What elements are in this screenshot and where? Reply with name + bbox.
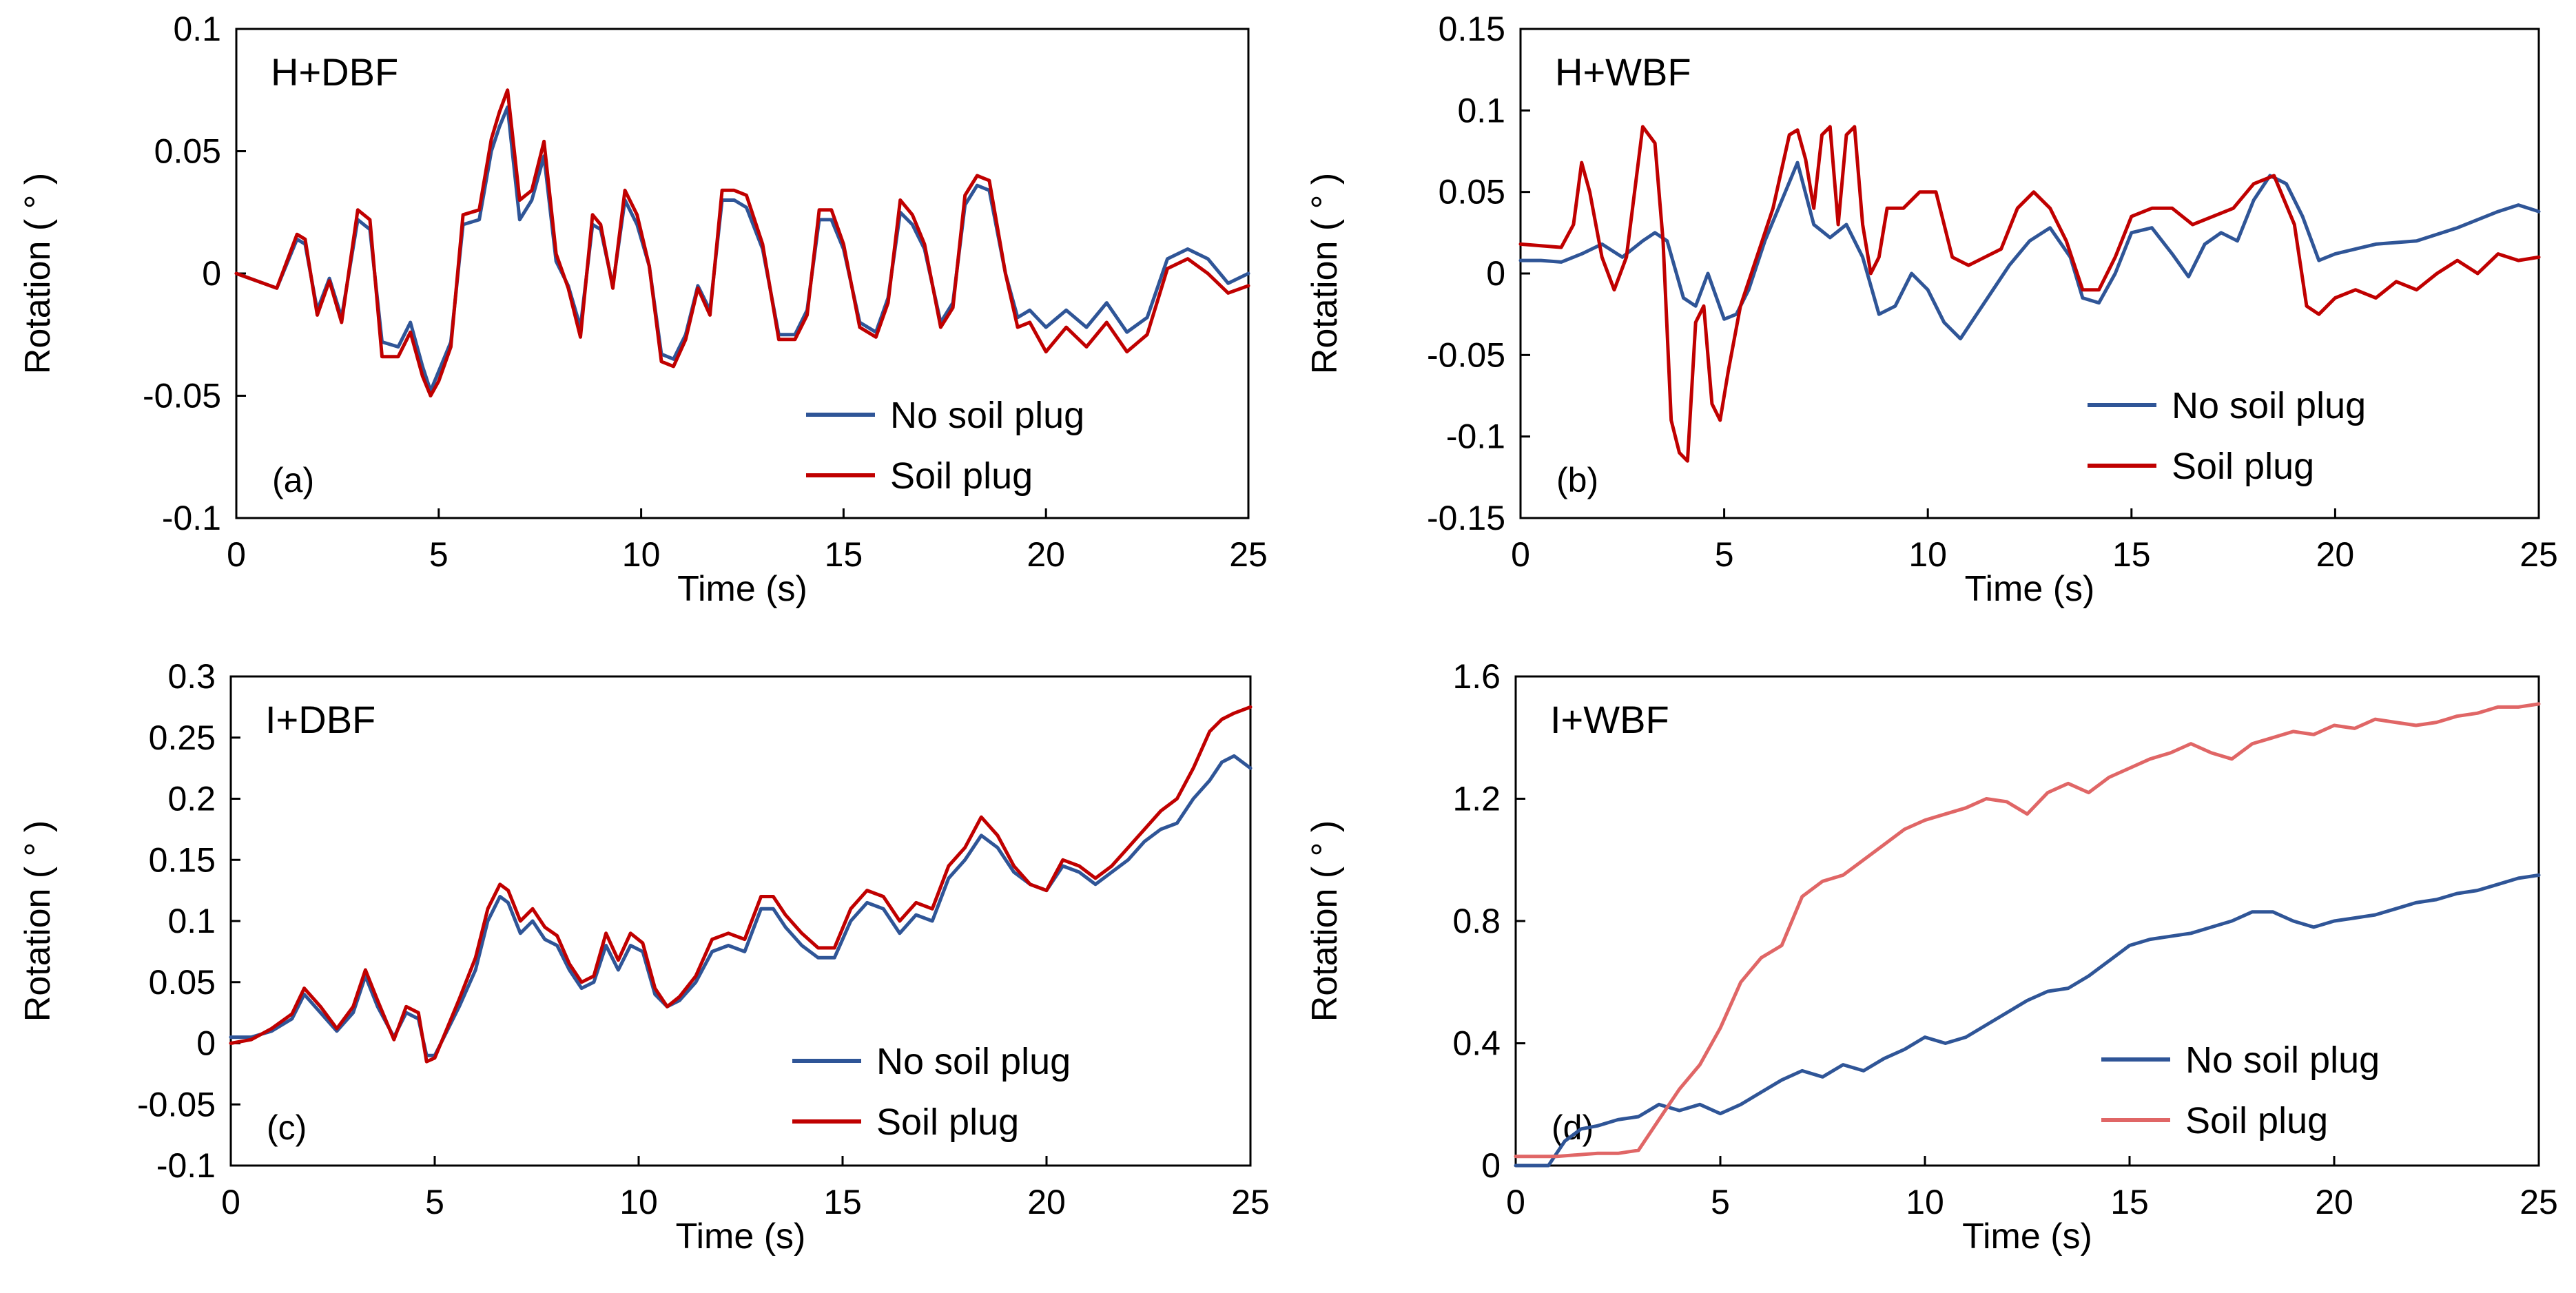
legend-label: No soil plug xyxy=(890,395,1084,436)
x-tick-label: 15 xyxy=(825,535,863,574)
y-tick-label: 0.4 xyxy=(1452,1024,1501,1063)
legend-label: No soil plug xyxy=(2172,385,2366,426)
y-tick-label: -0.1 xyxy=(162,499,221,537)
chart-panel-b: 0 5 10 15 20 25 -0.15 -0.1 -0.05 0 0.05 0.1 0.15 Time… xyxy=(1305,10,2558,609)
y-axis-title: Rotation ( ° ) xyxy=(18,173,58,374)
panel-label: (b) xyxy=(1556,461,1598,499)
x-tick-label: 0 xyxy=(221,1183,240,1221)
legend: No soil plug Soil plug xyxy=(806,395,1084,497)
y-tick-label: -0.1 xyxy=(1446,417,1505,456)
series-line-no-soil-plug xyxy=(234,105,1250,393)
plot-frame xyxy=(229,675,1252,1167)
y-tick-label: -0.05 xyxy=(1427,335,1505,374)
y-tick-label: 1.6 xyxy=(1452,657,1501,696)
plot-frame xyxy=(1519,28,2540,519)
x-tick-label: 25 xyxy=(2520,535,2558,574)
y-tick-label: 0 xyxy=(1481,1146,1501,1185)
x-tick-label: 10 xyxy=(622,535,661,574)
x-axis-title: Time (s) xyxy=(1965,569,2095,609)
series-line-soil-plug xyxy=(1518,125,2541,463)
x-tick-label: 20 xyxy=(1027,535,1065,574)
y-tick-label: -0.05 xyxy=(143,377,221,415)
y-tick-label: 0.1 xyxy=(1457,91,1505,130)
panel-title: I+DBF xyxy=(265,698,375,741)
series-line-soil-plug xyxy=(234,88,1250,397)
y-axis-title: Rotation ( ° ) xyxy=(18,820,58,1022)
legend-label: Soil plug xyxy=(2172,446,2314,487)
y-tick-label: 0.15 xyxy=(149,840,216,879)
x-tick-label: 20 xyxy=(1027,1183,1066,1221)
panel-label: (c) xyxy=(267,1108,307,1147)
y-tick-label: 0.3 xyxy=(167,657,216,696)
x-axis-title: Time (s) xyxy=(676,1217,806,1256)
x-axis-title: Time (s) xyxy=(1962,1217,2092,1256)
x-tick-label: 5 xyxy=(1715,535,1734,574)
y-tick-label: 0.25 xyxy=(149,718,216,757)
y-tick-label: -0.15 xyxy=(1427,499,1505,537)
x-tick-label: 15 xyxy=(2112,535,2151,574)
x-tick-label: 20 xyxy=(2316,535,2355,574)
x-tick-label: 10 xyxy=(619,1183,658,1221)
x-tick-label: 15 xyxy=(823,1183,862,1221)
x-tick-label: 25 xyxy=(1229,535,1268,574)
x-tick-label: 20 xyxy=(2315,1183,2353,1221)
legend: No soil plug Soil plug xyxy=(792,1041,1071,1143)
y-tick-label: 0.05 xyxy=(1439,173,1505,211)
x-tick-label: 5 xyxy=(1711,1183,1730,1221)
x-tick-label: 25 xyxy=(1231,1183,1270,1221)
panel-title: H+DBF xyxy=(271,50,398,94)
y-tick-label: 0 xyxy=(196,1024,216,1063)
x-tick-label: 0 xyxy=(1511,535,1530,574)
panel-title: H+WBF xyxy=(1555,50,1691,94)
x-tick-label: 0 xyxy=(227,535,246,574)
x-axis-title: Time (s) xyxy=(677,569,807,609)
series-line-soil-plug xyxy=(229,705,1253,1064)
y-axis-title: Rotation ( ° ) xyxy=(1305,820,1345,1022)
legend: No soil plug Soil plug xyxy=(2088,385,2366,487)
y-tick-label: 0.8 xyxy=(1452,902,1501,940)
legend-label: Soil plug xyxy=(2185,1100,2328,1141)
y-tick-label: 0.15 xyxy=(1439,10,1505,48)
x-tick-label: 25 xyxy=(2520,1183,2558,1221)
x-tick-label: 15 xyxy=(2110,1183,2149,1221)
panel-title: I+WBF xyxy=(1550,698,1669,741)
plot-frame xyxy=(1514,675,2540,1167)
panel-label: (a) xyxy=(272,461,314,499)
chart-panel-c: 0 5 10 15 20 25 -0.1 -0.05 0 0.05 0.1 0.15 0.2 0.25 0.… xyxy=(18,657,1270,1256)
x-tick-label: 10 xyxy=(1906,1183,1944,1221)
y-tick-label: -0.05 xyxy=(137,1085,216,1124)
y-tick-label: -0.1 xyxy=(156,1146,216,1185)
series-line-no-soil-plug xyxy=(1514,873,2541,1168)
y-tick-label: 0.1 xyxy=(173,10,221,48)
y-tick-label: 0.05 xyxy=(149,963,216,1002)
chart-panel-d: 0 5 10 15 20 25 0 0.4 0.8 1.2 1.6 Time (s) Rotation … xyxy=(1305,657,2558,1256)
legend-label: No soil plug xyxy=(876,1041,1071,1082)
legend-label: Soil plug xyxy=(876,1101,1019,1143)
plot-frame xyxy=(235,28,1250,519)
y-tick-label: 0.05 xyxy=(154,132,221,171)
x-tick-label: 10 xyxy=(1908,535,1947,574)
series-line-soil-plug xyxy=(1514,702,2541,1159)
y-axis-title: Rotation ( ° ) xyxy=(1305,173,1345,374)
y-tick-label: 0 xyxy=(1486,254,1505,293)
legend-label: Soil plug xyxy=(890,455,1033,497)
x-tick-label: 5 xyxy=(429,535,449,574)
x-tick-label: 5 xyxy=(425,1183,444,1221)
legend-label: No soil plug xyxy=(2185,1039,2380,1081)
y-tick-label: 1.2 xyxy=(1452,780,1501,818)
series-line-no-soil-plug xyxy=(1518,161,2541,341)
x-tick-label: 0 xyxy=(1506,1183,1525,1221)
y-tick-label: 0.2 xyxy=(167,780,216,818)
chart-panel-a: 0 5 10 15 20 25 -0.1 -0.05 0 0.05 0.1 Time (s) Rotat… xyxy=(18,10,1268,609)
y-tick-label: 0 xyxy=(202,254,221,293)
y-tick-label: 0.1 xyxy=(167,902,216,940)
series-line-no-soil-plug xyxy=(229,754,1253,1057)
legend: No soil plug Soil plug xyxy=(2101,1039,2380,1141)
